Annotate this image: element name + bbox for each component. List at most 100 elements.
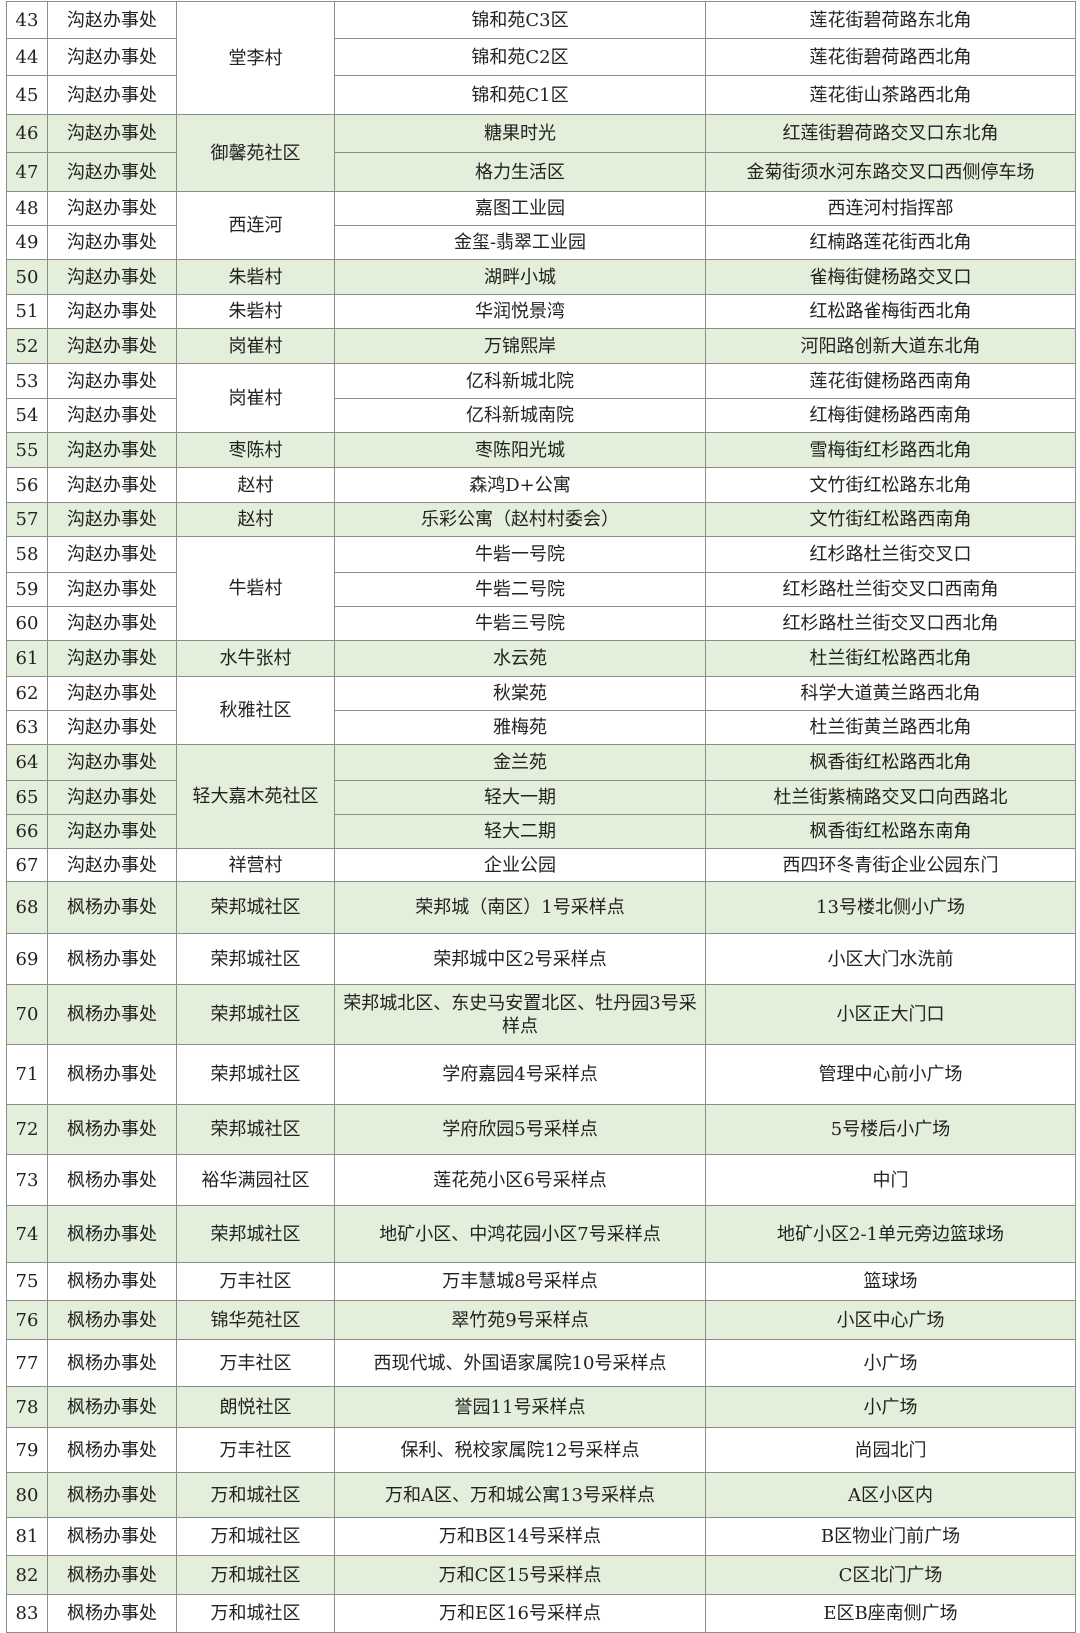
community-cell: 水牛张村 bbox=[176, 640, 335, 677]
community-cell: 朱砦村 bbox=[176, 259, 335, 295]
office-cell: 沟赵办事处 bbox=[47, 191, 177, 226]
table-row: 48 沟赵办事处 西连河 嘉图工业园 西连河村指挥部 bbox=[6, 191, 1076, 260]
sampling-site-cell: 金玺-翡翠工业园 bbox=[334, 225, 706, 260]
community-cell: 万和城社区 bbox=[176, 1517, 335, 1556]
community-cell: 荣邦城社区 bbox=[176, 933, 335, 985]
table-row: 44 沟赵办事处 锦和苑C2区 莲花街碧荷路西北角 bbox=[6, 38, 1076, 76]
row-number-cell: 79 bbox=[6, 1427, 48, 1473]
community-cell: 荣邦城社区 bbox=[176, 1205, 335, 1263]
sampling-site-cell: 万锦熙岸 bbox=[334, 328, 706, 364]
location-cell: 杜兰街黄兰路西北角 bbox=[705, 710, 1076, 745]
office-cell: 沟赵办事处 bbox=[47, 38, 177, 76]
office-cell: 沟赵办事处 bbox=[47, 259, 177, 295]
location-cell: 文竹街红松路西南角 bbox=[705, 502, 1076, 537]
sampling-site-cell: 荣邦城（南区）1号采样点 bbox=[334, 881, 706, 934]
sampling-site-cell: 锦和苑C2区 bbox=[334, 38, 706, 76]
sampling-site-cell: 锦和苑C1区 bbox=[334, 75, 706, 115]
sampling-site-cell: 糖果时光 bbox=[334, 114, 706, 153]
community-cell: 堂李村 bbox=[176, 1, 335, 115]
table-row: 59 沟赵办事处 牛砦二号院 红杉路杜兰街交叉口西南角 bbox=[6, 572, 1076, 607]
location-cell: 小区中心广场 bbox=[705, 1300, 1076, 1340]
row-number-cell: 54 bbox=[6, 398, 48, 433]
community-cell: 朱砦村 bbox=[176, 294, 335, 329]
row-number-cell: 62 bbox=[6, 676, 48, 711]
sampling-site-cell: 万丰慧城8号采样点 bbox=[334, 1262, 706, 1301]
table-row: 83 枫杨办事处 万和城社区 万和E区16号采样点 E区B座南侧广场 bbox=[6, 1594, 1076, 1633]
row-number-cell: 53 bbox=[6, 363, 48, 399]
office-cell: 枫杨办事处 bbox=[47, 881, 177, 934]
location-cell: 河阳路创新大道东北角 bbox=[705, 328, 1076, 364]
office-cell: 沟赵办事处 bbox=[47, 432, 177, 468]
office-cell: 枫杨办事处 bbox=[47, 1594, 177, 1633]
office-cell: 沟赵办事处 bbox=[47, 606, 177, 641]
row-number-cell: 75 bbox=[6, 1262, 48, 1301]
office-cell: 沟赵办事处 bbox=[47, 572, 177, 607]
community-cell: 万丰社区 bbox=[176, 1427, 335, 1473]
office-cell: 沟赵办事处 bbox=[47, 294, 177, 329]
community-cell: 荣邦城社区 bbox=[176, 1044, 335, 1105]
sampling-site-cell: 学府嘉园4号采样点 bbox=[334, 1044, 706, 1105]
row-number-cell: 69 bbox=[6, 933, 48, 985]
row-number-cell: 61 bbox=[6, 640, 48, 677]
location-cell: 红松路雀梅街西北角 bbox=[705, 294, 1076, 329]
table-row: 61 沟赵办事处 水牛张村 水云苑 杜兰街红松路西北角 bbox=[6, 640, 1076, 677]
office-cell: 沟赵办事处 bbox=[47, 814, 177, 849]
row-number-cell: 47 bbox=[6, 152, 48, 192]
row-number-cell: 48 bbox=[6, 191, 48, 226]
location-cell: 莲花街碧荷路东北角 bbox=[705, 1, 1076, 39]
table-row: 56 沟赵办事处 赵村 森鸿D+公寓 文竹街红松路东北角 bbox=[6, 467, 1076, 503]
location-cell: 莲花街山茶路西北角 bbox=[705, 75, 1076, 115]
sampling-site-cell: 誉园11号采样点 bbox=[334, 1386, 706, 1428]
table-row: 72 枫杨办事处 荣邦城社区 学府欣园5号采样点 5号楼后小广场 bbox=[6, 1104, 1076, 1155]
office-cell: 沟赵办事处 bbox=[47, 536, 177, 573]
office-cell: 沟赵办事处 bbox=[47, 225, 177, 260]
location-cell: 文竹街红松路东北角 bbox=[705, 467, 1076, 503]
table-row: 65 沟赵办事处 轻大一期 杜兰街紫楠路交叉口向西路北 bbox=[6, 780, 1076, 815]
office-cell: 沟赵办事处 bbox=[47, 710, 177, 745]
location-cell: 杜兰街紫楠路交叉口向西路北 bbox=[705, 780, 1076, 815]
sampling-site-cell: 枣陈阳光城 bbox=[334, 432, 706, 468]
row-number-cell: 58 bbox=[6, 536, 48, 573]
office-cell: 枫杨办事处 bbox=[47, 1044, 177, 1105]
table-row: 54 沟赵办事处 亿科新城南院 红梅街健杨路西南角 bbox=[6, 398, 1076, 433]
location-cell: 红杉路杜兰街交叉口西北角 bbox=[705, 606, 1076, 641]
location-cell: 13号楼北侧小广场 bbox=[705, 881, 1076, 934]
community-cell: 岗崔村 bbox=[176, 328, 335, 364]
office-cell: 沟赵办事处 bbox=[47, 848, 177, 882]
location-cell: 枫香街红松路西北角 bbox=[705, 744, 1076, 781]
row-number-cell: 43 bbox=[6, 1, 48, 39]
office-cell: 枫杨办事处 bbox=[47, 1262, 177, 1301]
table-row: 68 枫杨办事处 荣邦城社区 荣邦城（南区）1号采样点 13号楼北侧小广场 bbox=[6, 881, 1076, 934]
location-cell: 金菊街须水河东路交叉口西侧停车场 bbox=[705, 152, 1076, 192]
community-cell: 赵村 bbox=[176, 467, 335, 503]
office-cell: 沟赵办事处 bbox=[47, 780, 177, 815]
row-number-cell: 52 bbox=[6, 328, 48, 364]
row-number-cell: 66 bbox=[6, 814, 48, 849]
sampling-site-cell: 金兰苑 bbox=[334, 744, 706, 781]
table-row: 74 枫杨办事处 荣邦城社区 地矿小区、中鸿花园小区7号采样点 地矿小区2-1单元旁边篮… bbox=[6, 1205, 1076, 1263]
row-number-cell: 51 bbox=[6, 294, 48, 329]
community-cell: 岗崔村 bbox=[176, 363, 335, 433]
office-cell: 沟赵办事处 bbox=[47, 363, 177, 399]
office-cell: 枫杨办事处 bbox=[47, 1517, 177, 1556]
row-number-cell: 65 bbox=[6, 780, 48, 815]
community-cell: 枣陈村 bbox=[176, 432, 335, 468]
row-number-cell: 63 bbox=[6, 710, 48, 745]
location-cell: C区北门广场 bbox=[705, 1555, 1076, 1595]
row-number-cell: 72 bbox=[6, 1104, 48, 1155]
sampling-site-cell: 万和C区15号采样点 bbox=[334, 1555, 706, 1595]
office-cell: 枫杨办事处 bbox=[47, 1427, 177, 1473]
row-number-cell: 71 bbox=[6, 1044, 48, 1105]
sampling-site-cell: 保利、税校家属院12号采样点 bbox=[334, 1427, 706, 1473]
table-row: 63 沟赵办事处 雅梅苑 杜兰街黄兰路西北角 bbox=[6, 710, 1076, 745]
sampling-site-cell: 森鸿D+公寓 bbox=[334, 467, 706, 503]
sampling-site-cell: 荣邦城中区2号采样点 bbox=[334, 933, 706, 985]
sampling-site-cell: 西现代城、外国语家属院10号采样点 bbox=[334, 1339, 706, 1387]
community-cell: 万和城社区 bbox=[176, 1594, 335, 1633]
table-row: 66 沟赵办事处 轻大二期 枫香街红松路东南角 bbox=[6, 814, 1076, 849]
community-cell: 万和城社区 bbox=[176, 1472, 335, 1518]
location-cell: 科学大道黄兰路西北角 bbox=[705, 676, 1076, 711]
location-cell: 雀梅街健杨路交叉口 bbox=[705, 259, 1076, 295]
location-cell: 尚园北门 bbox=[705, 1427, 1076, 1473]
table-row: 78 枫杨办事处 朗悦社区 誉园11号采样点 小广场 bbox=[6, 1386, 1076, 1428]
